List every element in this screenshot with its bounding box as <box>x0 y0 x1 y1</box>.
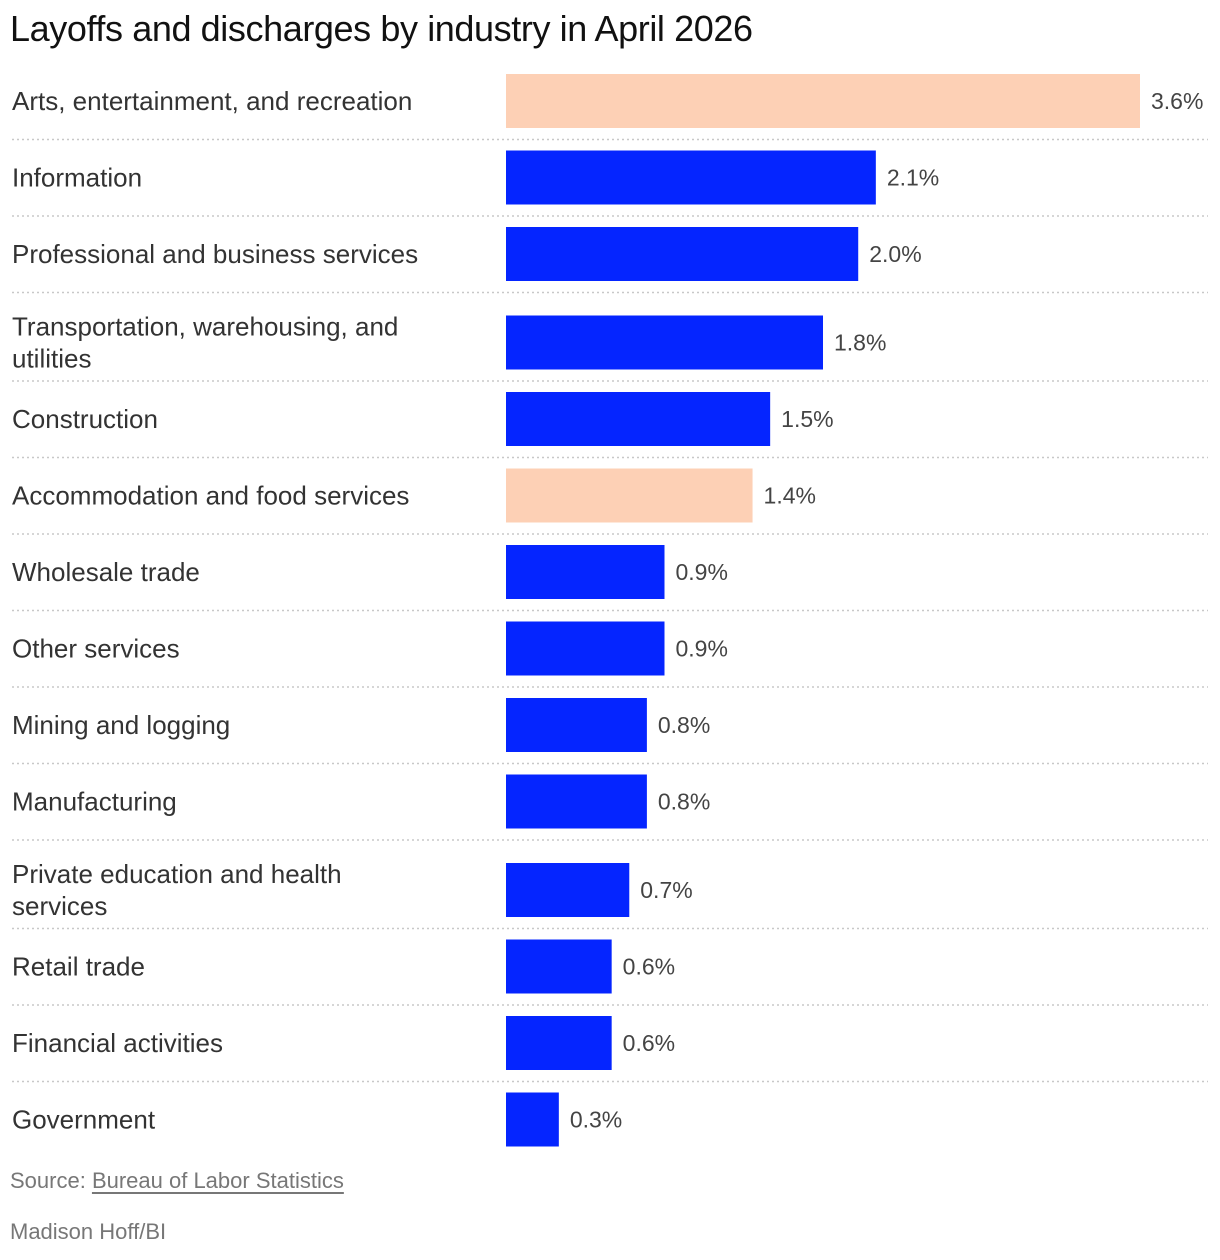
category-label: Other services <box>12 634 180 664</box>
bar <box>506 1092 559 1147</box>
bar <box>506 698 647 752</box>
credit-line: Madison Hoff/BI <box>10 1219 167 1244</box>
category-label: Professional and business services <box>12 239 418 269</box>
bar-chart: Arts, entertainment, and recreation 3.6% I… <box>12 74 1208 1147</box>
value-label: 0.8% <box>658 789 710 815</box>
value-label: 0.6% <box>623 1030 675 1056</box>
bar <box>506 227 859 281</box>
category-label: Private education and health services <box>12 859 342 921</box>
category-label: Arts, entertainment, and recreation <box>12 86 412 116</box>
value-label: 2.0% <box>869 241 921 267</box>
value-label: 0.9% <box>676 636 728 662</box>
value-label: 0.8% <box>658 712 710 738</box>
source-link[interactable]: Bureau of Labor Statistics <box>91 1168 344 1193</box>
bar <box>506 545 665 599</box>
value-label: 2.1% <box>887 165 939 191</box>
chart-title: Layoffs and discharges by industry in Ap… <box>10 8 753 49</box>
category-label: Financial activities <box>12 1028 223 1058</box>
category-label: Retail trade <box>12 952 145 982</box>
bar <box>506 774 647 829</box>
value-label: 0.6% <box>623 954 675 980</box>
value-label: 0.3% <box>570 1107 622 1133</box>
value-label: 0.9% <box>676 559 728 585</box>
bar <box>506 315 823 370</box>
bar <box>506 1016 612 1070</box>
bar <box>506 621 665 676</box>
category-label: Government <box>12 1105 156 1135</box>
value-label: 1.5% <box>781 406 833 432</box>
bar <box>506 468 753 523</box>
source-note: Source: Bureau of Labor Statistics <box>10 1168 344 1194</box>
source-prefix: Source: <box>10 1168 92 1193</box>
bar <box>506 863 630 917</box>
bar <box>506 939 612 994</box>
category-label: Mining and logging <box>12 710 230 740</box>
value-label: 1.8% <box>834 330 886 356</box>
bar <box>506 74 1140 128</box>
category-label: Accommodation and food services <box>12 481 409 511</box>
category-label: Manufacturing <box>12 787 177 817</box>
category-label: Wholesale trade <box>12 557 200 587</box>
value-label: 0.7% <box>640 877 692 903</box>
category-label: Transportation, warehousing, and utilitie… <box>12 312 398 374</box>
value-label: 1.4% <box>764 483 816 509</box>
category-label: Construction <box>12 404 158 434</box>
bar <box>506 150 876 205</box>
bar <box>506 392 771 446</box>
category-label: Information <box>12 163 142 193</box>
value-label: 3.6% <box>1151 88 1203 114</box>
